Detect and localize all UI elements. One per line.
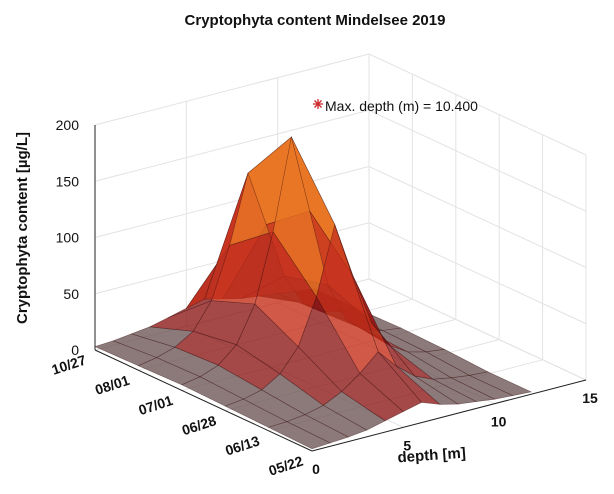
z-tick-label: 0 <box>71 342 79 358</box>
max-marker <box>313 99 323 109</box>
z-gridline <box>368 166 587 268</box>
z-tick-label: 150 <box>56 173 80 189</box>
z-gridline <box>94 166 370 238</box>
z-tick-label: 50 <box>63 286 79 302</box>
y-tick-label: 08/01 <box>93 372 131 398</box>
x-tick-label: 15 <box>582 390 598 406</box>
x-tick-label: 10 <box>491 414 507 430</box>
x-tick-label: 5 <box>403 437 411 453</box>
z-gridline <box>368 222 587 325</box>
y-axis-line <box>94 349 313 452</box>
z-gridline <box>94 109 370 182</box>
chart-title: Cryptophyta content Mindelsee 2019 <box>185 12 446 29</box>
max-annotation: Max. depth (m) = 10.400 <box>325 98 478 114</box>
y-tick-label: 06/13 <box>223 432 261 458</box>
surface <box>94 136 533 450</box>
z-tick-label: 200 <box>56 117 80 133</box>
z-gridline <box>368 109 587 212</box>
z-gridline <box>368 53 587 156</box>
z-tick-label: 100 <box>56 230 80 246</box>
z-gridline <box>94 53 370 126</box>
axes <box>94 125 587 452</box>
x-tick-label: 0 <box>312 461 320 477</box>
y-tick-label: 05/22 <box>267 453 305 479</box>
y-tick-label: 06/28 <box>180 412 218 438</box>
z-axis-label: Cryptophyta content [µg/L] <box>14 132 31 324</box>
x-axis-line <box>311 379 587 452</box>
y-tick-label: 10/27 <box>50 352 88 378</box>
x-axis-label: depth [m] <box>397 445 466 467</box>
y-tick-label: 07/01 <box>136 392 174 418</box>
max-marker-stroke <box>314 100 322 108</box>
surface-patch <box>468 371 533 396</box>
x-gridline <box>368 278 587 381</box>
